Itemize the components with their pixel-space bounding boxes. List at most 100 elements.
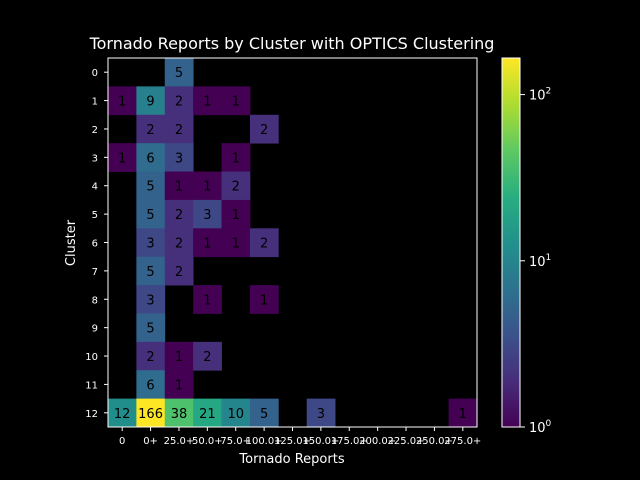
heatmap-cell [193, 86, 222, 116]
heatmap-cell [193, 285, 222, 314]
heatmap-cell [164, 341, 194, 371]
heatmap-cell [249, 285, 279, 314]
y-tick-label: 6 [92, 239, 98, 250]
colorbar [501, 57, 521, 428]
heatmap-cell [136, 370, 166, 400]
heatmap-cell [221, 171, 251, 201]
colorbar-tick-label: 101 [529, 253, 551, 270]
x-tick-label: 0 [119, 436, 125, 447]
cell-value-label: 10 [227, 407, 244, 422]
cell-value-label: 1 [232, 95, 240, 110]
heatmap-cell [164, 58, 194, 87]
heatmap-cell [249, 228, 279, 258]
y-tick-label: 12 [85, 409, 98, 420]
heatmap-cells [108, 58, 478, 428]
cell-value-label: 2 [175, 208, 183, 223]
colorbar-tick-label: 102 [529, 87, 551, 104]
cell-value-label: 21 [199, 407, 216, 422]
heatmap-cell [306, 398, 336, 428]
x-tick-label: 250.0+ [416, 436, 453, 447]
x-tick-label: 75.0+ [220, 436, 251, 447]
x-tick-label: 125.0+ [274, 436, 311, 447]
cell-value-label: 2 [260, 123, 268, 138]
x-tick-label: 25.0+ [164, 436, 195, 447]
cell-value-label: 2 [146, 123, 154, 138]
colorbar-tick-label: 100 [529, 419, 552, 436]
heatmap-cell [164, 398, 194, 428]
cell-value-label: 1 [232, 208, 240, 223]
y-tick-label: 7 [92, 267, 98, 278]
cell-value-label: 5 [260, 407, 268, 422]
heatmap-cell [136, 86, 166, 116]
cell-value-label: 3 [146, 237, 154, 252]
heatmap-cell [193, 171, 222, 201]
cell-value-label: 6 [146, 151, 154, 166]
x-tick-label: 150.0+ [302, 436, 339, 447]
cell-value-label: 1 [260, 293, 268, 308]
heatmap-cell [164, 171, 194, 201]
heatmap-cell [221, 398, 251, 428]
x-tick-label: 0+ [143, 436, 158, 447]
cell-value-labels: 51 9 2 1 12 2 21 6 3 15 1 1 25 2 3 13 2 1 1 25 23 1 152 1 26 112 1… [114, 66, 467, 422]
cell-value-label: 1 [118, 151, 126, 166]
x-tick-label: 275.0+ [444, 436, 481, 447]
cell-value-label: 5 [146, 322, 154, 337]
heatmap-cell [136, 143, 166, 172]
cell-value-label: 1 [232, 151, 240, 166]
cell-value-label: 2 [175, 123, 183, 138]
heatmap-cell [164, 256, 194, 286]
heatmap-cell [164, 370, 194, 400]
heatmap-cell [108, 143, 137, 172]
cell-value-label: 2 [203, 350, 211, 365]
heatmap-cell [164, 143, 194, 172]
heatmap-cell [136, 313, 166, 343]
x-tick-label: 175.0+ [331, 436, 368, 447]
cell-value-label: 1 [459, 407, 467, 422]
y-tick-label: 1 [92, 97, 98, 108]
cell-value-label: 1 [175, 350, 183, 365]
heatmap-cell [164, 199, 194, 229]
cell-value-label: 1 [203, 95, 211, 110]
cell-value-label: 1 [118, 95, 126, 110]
x-axis-ticks: 0 0+ 25.0+50.0+75.0+100.0+125.0+150.0+175.… [119, 427, 481, 447]
heatmap-cell [221, 143, 251, 172]
cell-value-label: 5 [146, 265, 154, 280]
y-tick-label: 4 [92, 182, 98, 193]
y-tick-label: 9 [92, 324, 98, 335]
cell-value-label: 5 [146, 180, 154, 195]
heatmap-cell [249, 114, 279, 144]
x-tick-label: 225.0+ [388, 436, 425, 447]
cell-value-label: 1 [203, 180, 211, 195]
cell-value-label: 38 [171, 407, 188, 422]
cell-value-label: 1 [175, 180, 183, 195]
heatmap-cell [164, 86, 194, 116]
x-tick-label: 100.0+ [246, 436, 283, 447]
cell-value-label: 5 [146, 208, 154, 223]
x-tick-label: 50.0+ [192, 436, 223, 447]
heatmap-cell [136, 256, 166, 286]
heatmap-cell [249, 398, 279, 428]
heatmap-cell [193, 341, 222, 371]
cell-value-label: 9 [146, 95, 154, 110]
cell-value-label: 2 [175, 95, 183, 110]
cell-value-label: 1 [203, 293, 211, 308]
cell-value-label: 3 [317, 407, 325, 422]
cell-value-label: 2 [175, 237, 183, 252]
y-tick-label: 3 [92, 153, 98, 164]
heatmap-cell [193, 228, 222, 258]
y-axis-label: Cluster [64, 219, 79, 266]
cell-value-label: 2 [146, 350, 154, 365]
x-axis-label: Tornado Reports [238, 452, 344, 467]
heatmap-cell [136, 228, 166, 258]
heatmap-cell [221, 86, 251, 116]
heatmap-cell [193, 199, 222, 229]
cell-value-label: 1 [232, 237, 240, 252]
heatmap-cell [221, 228, 251, 258]
cell-value-label: 2 [260, 237, 268, 252]
heatmap-cell [221, 199, 251, 229]
cell-value-label: 3 [146, 293, 154, 308]
heatmap-cell [136, 398, 166, 428]
heatmap-cell [136, 341, 166, 371]
heatmap-cell [108, 398, 137, 428]
